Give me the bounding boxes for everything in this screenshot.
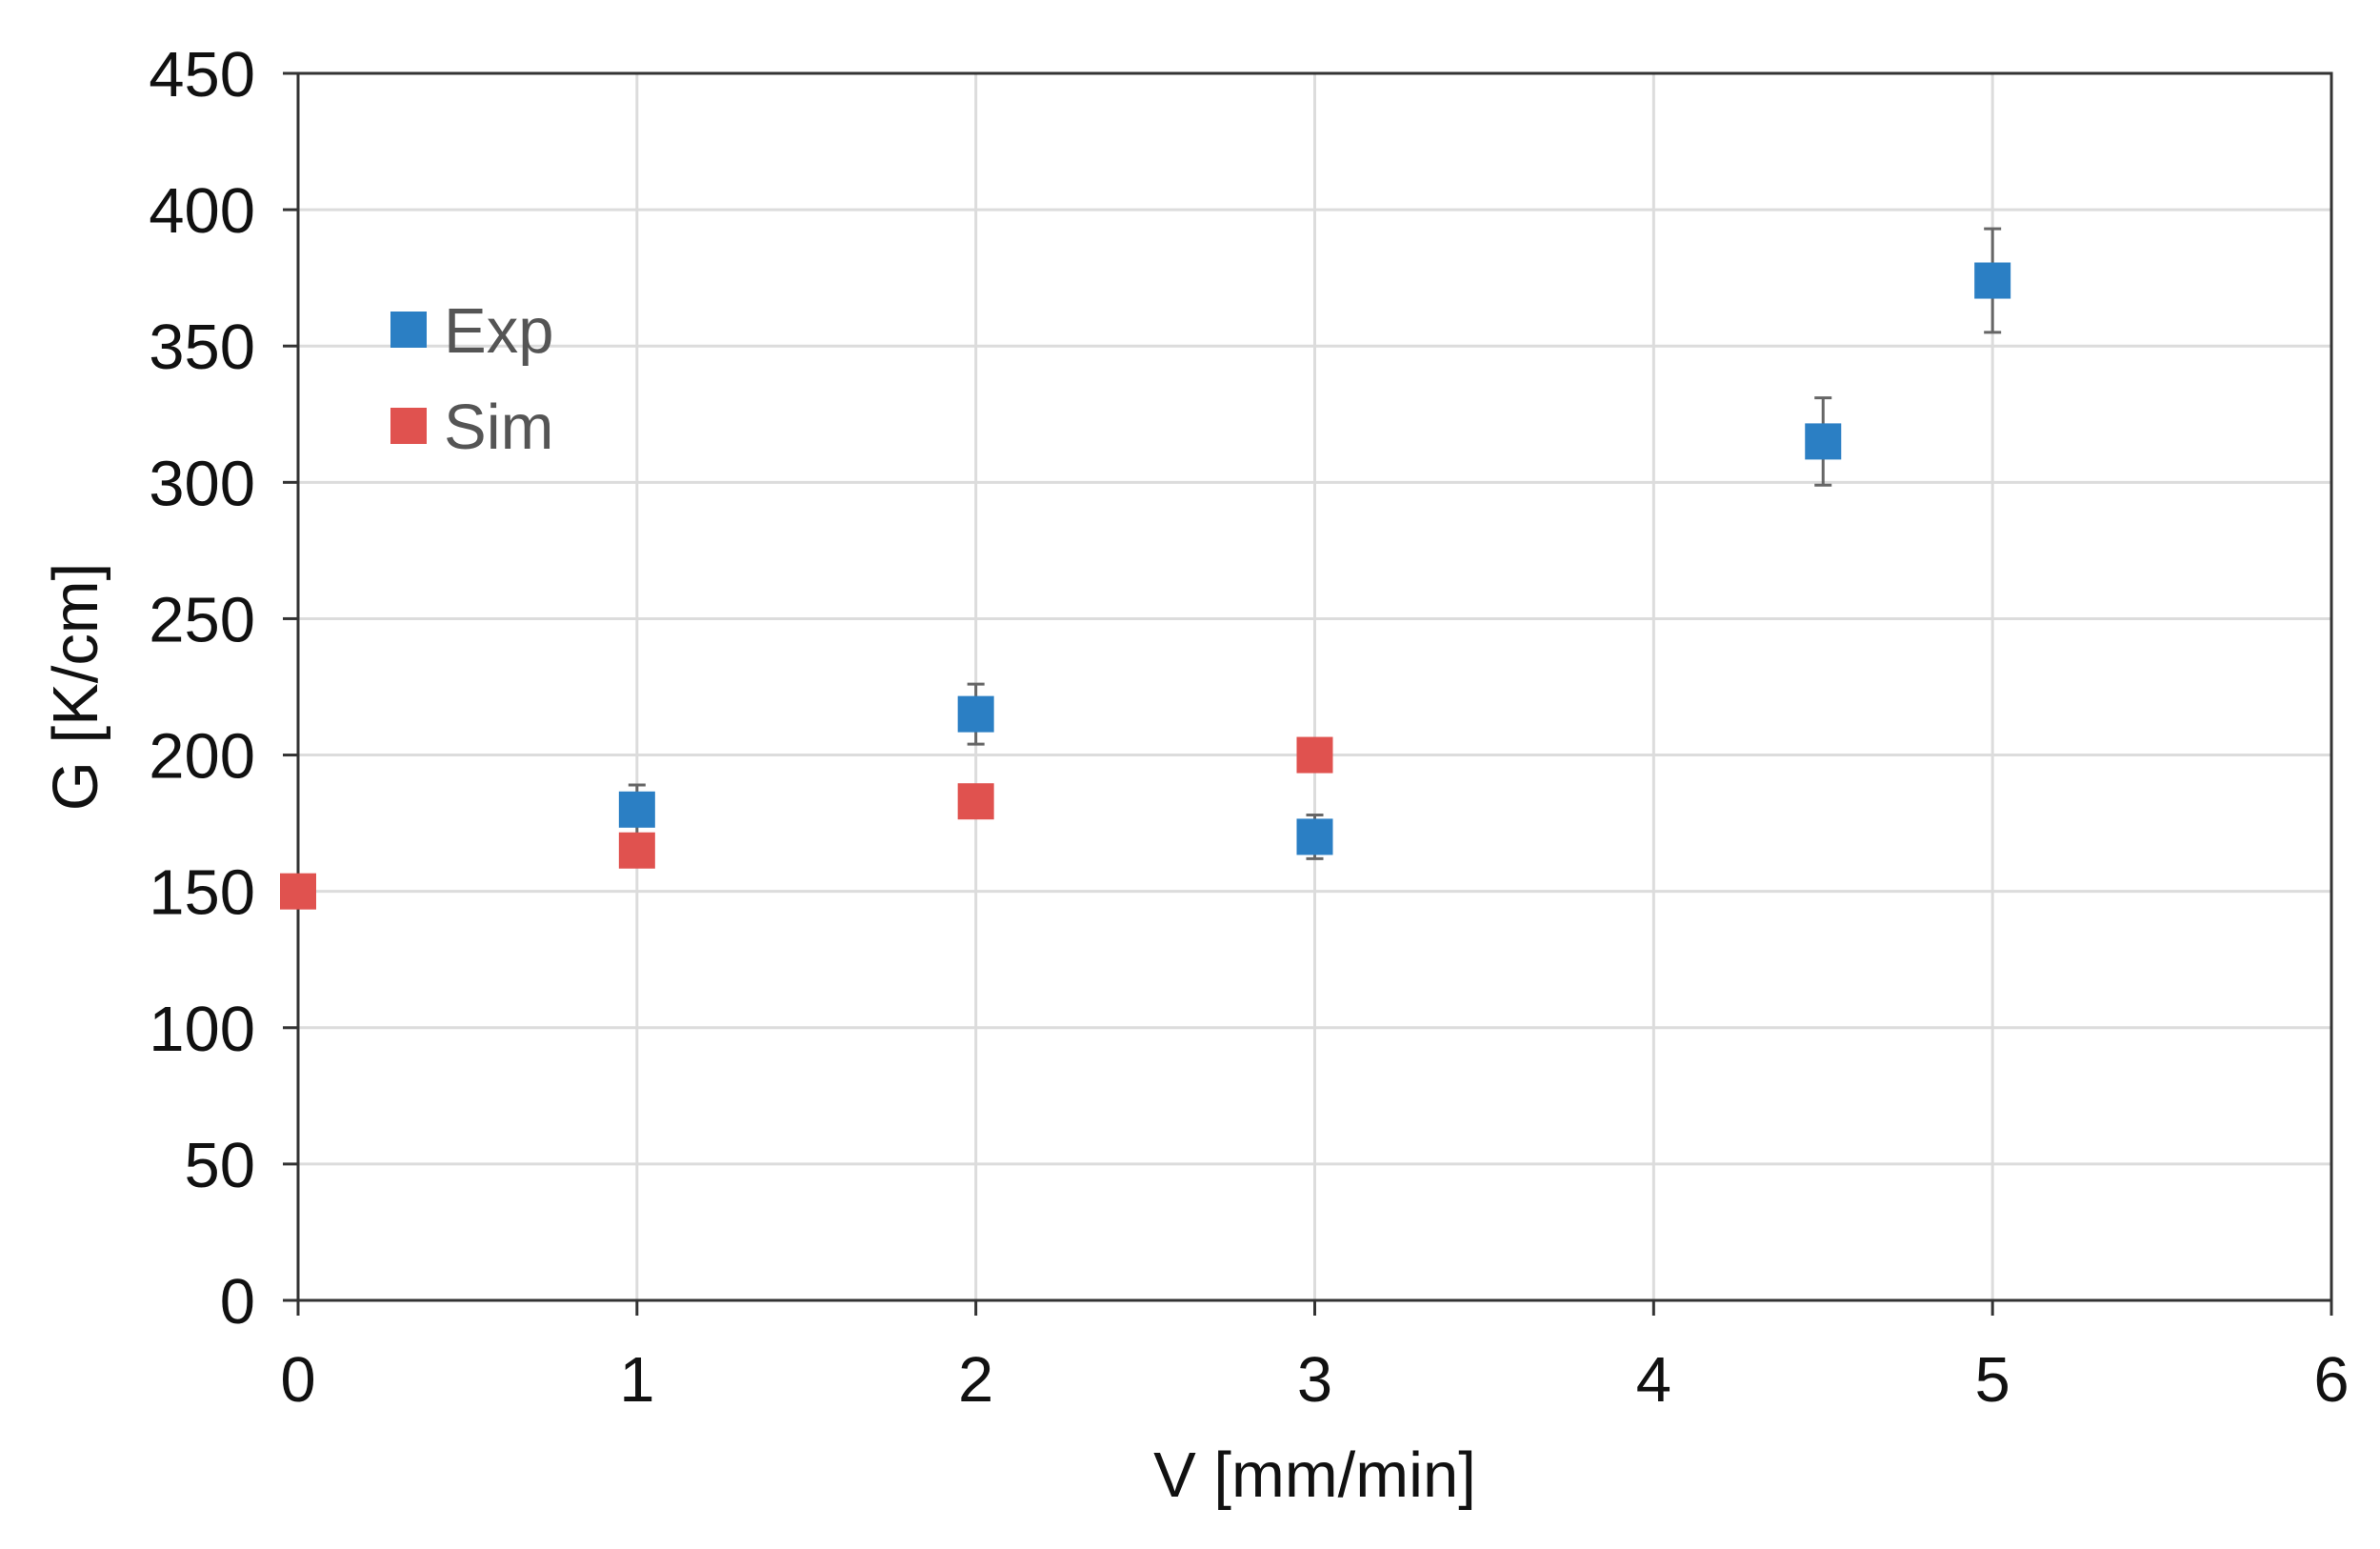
x-tick-label: 6 [2313, 1344, 2349, 1416]
x-axis-title: V [mm/min] [1153, 1439, 1476, 1511]
data-point-exp [1805, 423, 1842, 460]
y-tick-label: 400 [149, 175, 255, 247]
y-tick-label: 0 [220, 1266, 255, 1338]
gridlines [298, 73, 2331, 1300]
data-point-exp [1974, 262, 2011, 299]
series-exp [618, 227, 2011, 860]
y-tick-label: 100 [149, 994, 255, 1065]
data-point-exp [618, 791, 655, 828]
x-tick-label: 1 [619, 1344, 654, 1416]
legend: Exp Sim [390, 295, 553, 463]
data-point-exp [957, 695, 994, 733]
legend-swatch-exp [390, 312, 427, 348]
legend-swatch-sim [390, 408, 427, 444]
y-tick-label: 300 [149, 448, 255, 519]
x-tick-label: 3 [1297, 1344, 1332, 1416]
y-tick-label: 50 [184, 1130, 255, 1201]
axes: 0 50 100 150 200 250 300 350 400 450 0 1 2 3 4 5 6 [149, 39, 2349, 1416]
series-sim [280, 736, 1333, 910]
legend-label-exp: Exp [444, 295, 553, 367]
x-tick-label: 0 [280, 1344, 315, 1416]
y-tick-label: 200 [149, 721, 255, 793]
data-point-exp [1296, 818, 1333, 855]
y-tick-label: 150 [149, 857, 255, 929]
data-point-sim [618, 832, 655, 869]
y-tick-label: 250 [149, 584, 255, 655]
data-point-sim [957, 783, 994, 820]
legend-label-sim: Sim [444, 392, 553, 463]
data-marks [280, 227, 2011, 910]
x-tick-label: 4 [1636, 1344, 1671, 1416]
y-axis-title: G [K/cm] [40, 563, 111, 812]
data-point-sim [280, 873, 316, 910]
y-tick-label: 450 [149, 39, 255, 111]
data-point-sim [1296, 736, 1333, 774]
y-tick-label: 350 [149, 312, 255, 383]
x-tick-label: 5 [1975, 1344, 2010, 1416]
x-tick-label: 2 [958, 1344, 993, 1416]
